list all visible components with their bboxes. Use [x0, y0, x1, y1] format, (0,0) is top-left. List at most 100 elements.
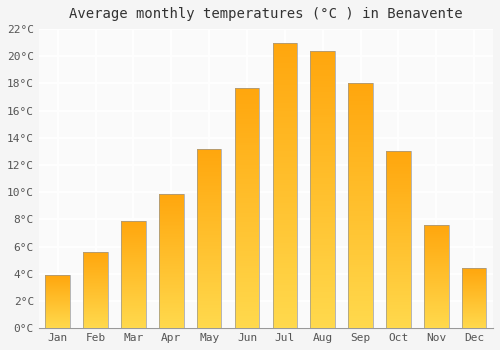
Bar	[197, 214, 222, 215]
Bar	[386, 215, 410, 217]
Bar	[424, 309, 448, 310]
Bar	[121, 264, 146, 265]
Bar	[121, 265, 146, 266]
Bar	[424, 315, 448, 316]
Bar	[386, 265, 410, 266]
Bar	[386, 160, 410, 162]
Bar	[310, 84, 335, 87]
Bar	[272, 151, 297, 154]
Bar	[197, 224, 222, 226]
Bar	[462, 318, 486, 319]
Bar	[386, 182, 410, 183]
Bar	[234, 121, 260, 124]
Bar	[234, 222, 260, 225]
Bar	[348, 314, 373, 316]
Bar	[159, 320, 184, 321]
Bar	[121, 287, 146, 288]
Bar	[197, 258, 222, 260]
Bar	[462, 323, 486, 324]
Bar	[234, 268, 260, 271]
Bar	[234, 287, 260, 290]
Bar	[46, 277, 70, 278]
Bar	[46, 322, 70, 323]
Bar	[121, 266, 146, 267]
Bar	[121, 275, 146, 276]
Bar	[310, 309, 335, 312]
Bar	[159, 222, 184, 223]
Bar	[46, 308, 70, 309]
Bar	[272, 288, 297, 291]
Bar	[197, 152, 222, 154]
Bar	[159, 198, 184, 199]
Bar	[121, 311, 146, 312]
Bar	[310, 145, 335, 148]
Bar	[272, 43, 297, 46]
Bar	[386, 245, 410, 247]
Bar	[424, 311, 448, 312]
Bar	[348, 135, 373, 137]
Bar	[234, 210, 260, 213]
Bar	[159, 239, 184, 241]
Bar	[310, 212, 335, 215]
Bar	[197, 211, 222, 214]
Bar	[197, 278, 222, 280]
Bar	[234, 256, 260, 258]
Bar	[348, 245, 373, 247]
Bar	[386, 167, 410, 169]
Bar	[272, 48, 297, 51]
Bar	[84, 274, 108, 275]
Bar	[462, 289, 486, 290]
Bar	[310, 56, 335, 59]
Bar	[272, 146, 297, 148]
Bar	[159, 315, 184, 316]
Bar	[84, 284, 108, 285]
Bar	[348, 265, 373, 267]
Bar	[424, 226, 448, 227]
Bar	[121, 234, 146, 235]
Bar	[121, 313, 146, 314]
Bar	[46, 306, 70, 307]
Bar	[310, 267, 335, 270]
Bar	[424, 321, 448, 322]
Bar	[121, 310, 146, 311]
Bar	[348, 262, 373, 265]
Bar	[121, 248, 146, 249]
Bar	[272, 254, 297, 257]
Bar	[348, 260, 373, 262]
Bar	[386, 280, 410, 282]
Bar	[197, 281, 222, 283]
Bar	[348, 279, 373, 282]
Bar	[462, 286, 486, 287]
Bar	[272, 83, 297, 85]
Bar	[424, 325, 448, 326]
Bar	[310, 170, 335, 173]
Bar	[121, 270, 146, 271]
Bar	[159, 289, 184, 290]
Bar	[462, 297, 486, 298]
Bar	[159, 241, 184, 242]
Bar	[424, 252, 448, 253]
Bar	[310, 87, 335, 90]
Bar	[348, 130, 373, 132]
Bar	[121, 306, 146, 307]
Bar	[424, 266, 448, 267]
Bar	[310, 81, 335, 84]
Bar	[272, 228, 297, 231]
Bar	[386, 288, 410, 289]
Bar	[121, 323, 146, 324]
Bar	[197, 308, 222, 310]
Bar	[272, 245, 297, 248]
Bar	[234, 227, 260, 230]
Bar	[46, 297, 70, 298]
Bar	[234, 184, 260, 186]
Bar	[159, 204, 184, 206]
Bar	[272, 131, 297, 134]
Bar	[310, 234, 335, 237]
Bar	[197, 273, 222, 274]
Bar	[234, 261, 260, 263]
Bar	[197, 226, 222, 228]
Bar	[121, 293, 146, 294]
Bar	[46, 278, 70, 279]
Bar	[310, 320, 335, 323]
Bar	[348, 235, 373, 238]
